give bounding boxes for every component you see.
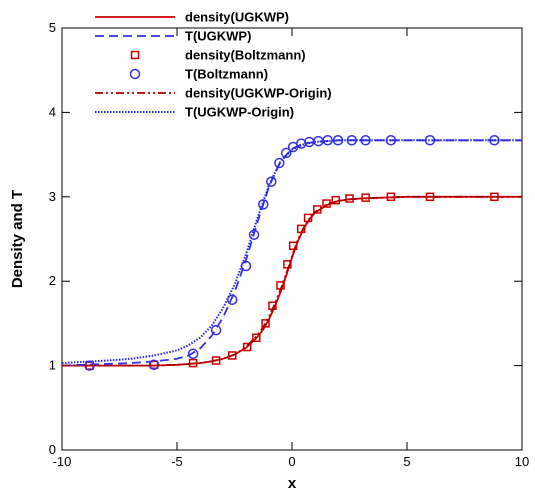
y-tick-label: 3 [49, 189, 56, 204]
data-point-circle [210, 324, 222, 336]
data-point-circle [360, 135, 371, 146]
y-tick-label: 1 [49, 358, 56, 373]
series-line-5 [61, 139, 522, 365]
legend-label: T(UGKWP-Origin) [185, 105, 294, 120]
ticks-layer: -10 -5 0 5 10 0 1 2 3 4 5 [49, 20, 529, 469]
data-point-square [303, 213, 313, 223]
series-line-0 [62, 195, 522, 367]
legend-swatch-circle [129, 68, 141, 80]
data-point-square [252, 333, 261, 342]
legend-swatch-square [130, 50, 140, 60]
x-axis-title: x [288, 475, 297, 492]
x-tick-label: -5 [171, 454, 183, 469]
data-point-circle [489, 135, 500, 146]
legend-label: density(UGKWP) [185, 10, 289, 25]
series-line-4 [62, 195, 522, 367]
data-point-square [261, 319, 270, 328]
data-point-square [331, 195, 340, 205]
legend-label: T(Boltzmann) [185, 67, 268, 82]
data-point-circle [274, 157, 285, 169]
x-tick-label: 10 [515, 454, 529, 469]
y-tick-label: 5 [49, 20, 56, 35]
data-point-circle [258, 199, 269, 210]
y-tick-label: 2 [49, 273, 56, 288]
data-point-circle [248, 229, 260, 241]
legend-label: T(UGKWP) [185, 29, 251, 44]
data-point-circle [187, 348, 199, 360]
y-axis-title: Density and T [9, 190, 26, 288]
legend-label: density(Boltzmann) [185, 48, 306, 63]
data-point-square [242, 342, 252, 352]
y-tick-label: 4 [49, 104, 56, 119]
series-layer [61, 135, 522, 371]
x-tick-label: 5 [403, 454, 410, 469]
x-tick-label: 0 [288, 454, 295, 469]
legend-label: density(UGKWP-Origin) [185, 86, 332, 101]
data-point-circle [266, 176, 277, 187]
y-tick-label: 0 [49, 442, 56, 457]
data-point-square [227, 351, 237, 360]
data-point-circle [322, 135, 333, 146]
x-tick-label: -10 [53, 454, 72, 469]
data-point-square [313, 205, 322, 214]
series-line-1 [61, 139, 522, 367]
data-point-circle [281, 147, 292, 159]
data-point-square [288, 241, 298, 251]
legend: density(UGKWP) T(UGKWP) density(Boltzmann)… [95, 10, 332, 120]
